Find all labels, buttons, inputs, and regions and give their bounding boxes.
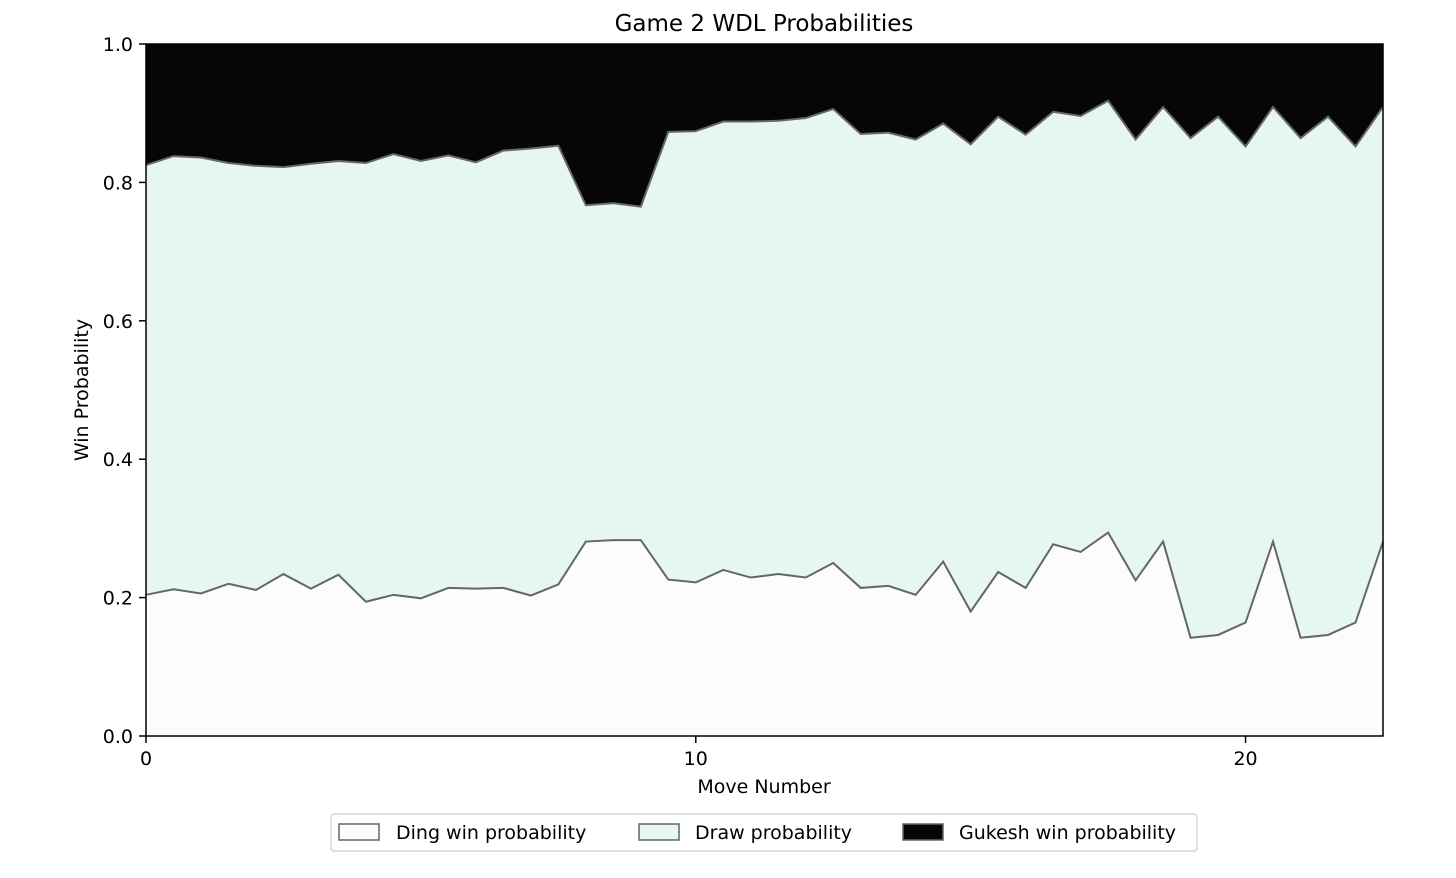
x-axis-label: Move Number [697, 776, 831, 798]
legend-frame [330, 813, 1198, 852]
x-tick-label: 10 [684, 748, 708, 770]
y-axis: 0.0 0.2 0.4 0.6 0.8 1.0 [103, 34, 146, 748]
legend-label-gukesh: Gukesh win probability [959, 822, 1176, 844]
x-axis: 0 10 20 [140, 736, 1258, 770]
y-tick-label: 0.4 [103, 449, 133, 471]
ding-draw-boundary-line [145, 531, 1384, 639]
area-draw [146, 100, 1383, 638]
y-tick-label: 0.0 [103, 726, 133, 748]
legend-swatch-draw [638, 823, 680, 841]
legend-label-ding: Ding win probability [396, 822, 586, 844]
y-axis-label: Win Probability [71, 319, 93, 461]
boundary-lines [145, 99, 1384, 639]
chart-title: Game 2 WDL Probabilities [615, 11, 914, 37]
stacked-areas [146, 44, 1383, 736]
y-tick-label: 0.2 [103, 588, 133, 610]
y-tick-label: 1.0 [103, 34, 133, 56]
legend-label-draw: Draw probability [695, 822, 852, 844]
x-tick-label: 20 [1233, 748, 1257, 770]
draw-gukesh-boundary-line [145, 99, 1384, 208]
legend-swatch-gukesh [902, 823, 944, 841]
legend-swatch-ding [338, 823, 380, 841]
x-tick-label: 0 [140, 748, 152, 770]
area-ding-win [146, 532, 1383, 736]
legend: Ding win probability Draw probability Gu… [330, 813, 1198, 852]
area-gukesh-win [146, 44, 1383, 207]
y-tick-label: 0.8 [103, 172, 133, 194]
y-tick-label: 0.6 [103, 311, 133, 333]
plot-frame [145, 43, 1384, 737]
